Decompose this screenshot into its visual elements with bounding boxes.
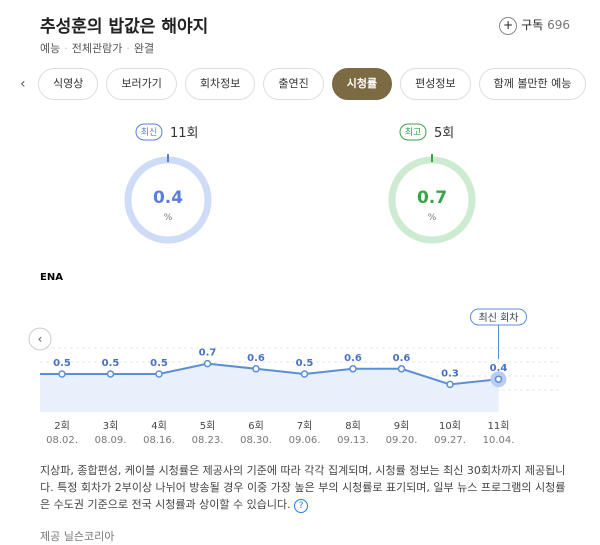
x-tick-label: 4회 [151, 420, 167, 432]
point [300, 370, 309, 378]
point [349, 365, 357, 373]
stat-value: 0.7 [417, 188, 447, 208]
badge: 최고 [405, 127, 422, 138]
note-text: 지상파, 종합편성, 케이블 시청률은 제공사의 기준에 따라 각각 집계되며,… [40, 464, 566, 511]
nav-prev[interactable] [28, 327, 52, 351]
separator: · [64, 42, 68, 55]
point [106, 370, 115, 378]
value-label: 0.6 [344, 353, 362, 364]
source: 제공 닐슨코리아 [40, 530, 115, 543]
point [252, 365, 260, 373]
tab[interactable]: 보러가기 [106, 68, 177, 100]
x-tick-label: 9회 [394, 420, 410, 432]
x-tick-label: 6회 [248, 420, 264, 432]
tab[interactable]: 시청률 [331, 68, 393, 100]
x-tick-label: 3회 [103, 420, 119, 432]
tab[interactable]: 출연진 [263, 68, 324, 100]
x-tick-label: 10회 [439, 420, 461, 432]
separator: · [126, 42, 130, 55]
area [40, 363, 499, 412]
tab[interactable]: 식영상 [38, 68, 99, 100]
episode: 11회 [170, 126, 199, 141]
x-date-label: 09.06. [289, 435, 321, 446]
tab[interactable]: 함께 볼만한 예능 [478, 68, 587, 100]
meta-item: 전체관람가 [71, 42, 123, 55]
tab[interactable]: 편성정보 [400, 68, 471, 100]
point [446, 380, 454, 389]
help-icon[interactable]: ? [294, 499, 309, 513]
value-label: 0.3 [441, 368, 459, 379]
x-date-label: 08.23. [192, 435, 224, 446]
channel: ENA [40, 272, 63, 283]
point [58, 370, 66, 378]
value-label: 0.5 [150, 358, 168, 369]
value-label: 0.5 [296, 358, 314, 369]
subscriber-count: 696 [547, 18, 570, 32]
tab[interactable]: 회차정보 [184, 68, 256, 100]
point [203, 359, 212, 368]
stat-unit: % [428, 213, 437, 223]
subscribe[interactable]: + 구독 696 [499, 16, 570, 35]
value-label: 0.5 [102, 358, 120, 369]
point [397, 365, 406, 373]
x-date-label: 09.27. [434, 435, 466, 446]
value-label: 0.6 [247, 353, 265, 364]
x-tick-label: 7회 [297, 420, 313, 432]
value-label: 0.6 [393, 353, 411, 364]
badge: 최신 [141, 127, 158, 138]
x-date-label: 08.09. [95, 435, 127, 446]
meta: 예능 · 전체관람가 · 완결 [40, 40, 154, 56]
note: 지상파, 종합편성, 케이블 시청률은 제공사의 기준에 따라 각각 집계되며,… [40, 462, 575, 513]
badge-box [399, 123, 427, 141]
x-date-label: 09.20. [386, 435, 418, 446]
x-date-label: 09.13. [337, 435, 369, 446]
meta-item: 예능 [40, 42, 61, 55]
plus-icon: + [499, 17, 518, 35]
value-label: 0.5 [53, 358, 71, 369]
chart-area: 최신 11회 0.4% 최고 5회 0.7% ENA ‹ 0.5 2회 08.02. 0.5 3회 08.… [28, 123, 560, 446]
x-tick-label: 11회 [488, 420, 510, 432]
x-date-label: 08.02. [46, 435, 78, 446]
annotation: 최신 회차 [479, 312, 519, 324]
x-tick-label: 8회 [345, 420, 361, 432]
nav-prev-icon: ‹ [38, 332, 43, 346]
x-tick-label: 2회 [54, 420, 70, 432]
stat-value: 0.4 [153, 188, 183, 208]
stat-unit: % [164, 213, 173, 223]
x-date-label: 08.16. [143, 435, 175, 446]
title: 추성훈의 밥값은 해야지 [40, 17, 209, 37]
point [155, 370, 163, 378]
value-label: 0.4 [490, 363, 508, 374]
x-date-label: 08.30. [240, 435, 272, 446]
tabs: 식영상 보러가기 회차정보 출연진 시청률 편성정보 함께 볼만한 예능 [38, 68, 587, 100]
x-tick-label: 5회 [200, 420, 216, 432]
x-date-label: 10.04. [483, 435, 515, 446]
value-label: 0.7 [199, 348, 217, 359]
prev-arrow[interactable]: ‹ [20, 76, 26, 92]
episode: 5회 [434, 126, 454, 141]
subscribe-label: 구독 [521, 18, 544, 32]
meta-item: 완결 [133, 42, 155, 55]
point [494, 375, 503, 383]
badge-box [135, 123, 163, 141]
